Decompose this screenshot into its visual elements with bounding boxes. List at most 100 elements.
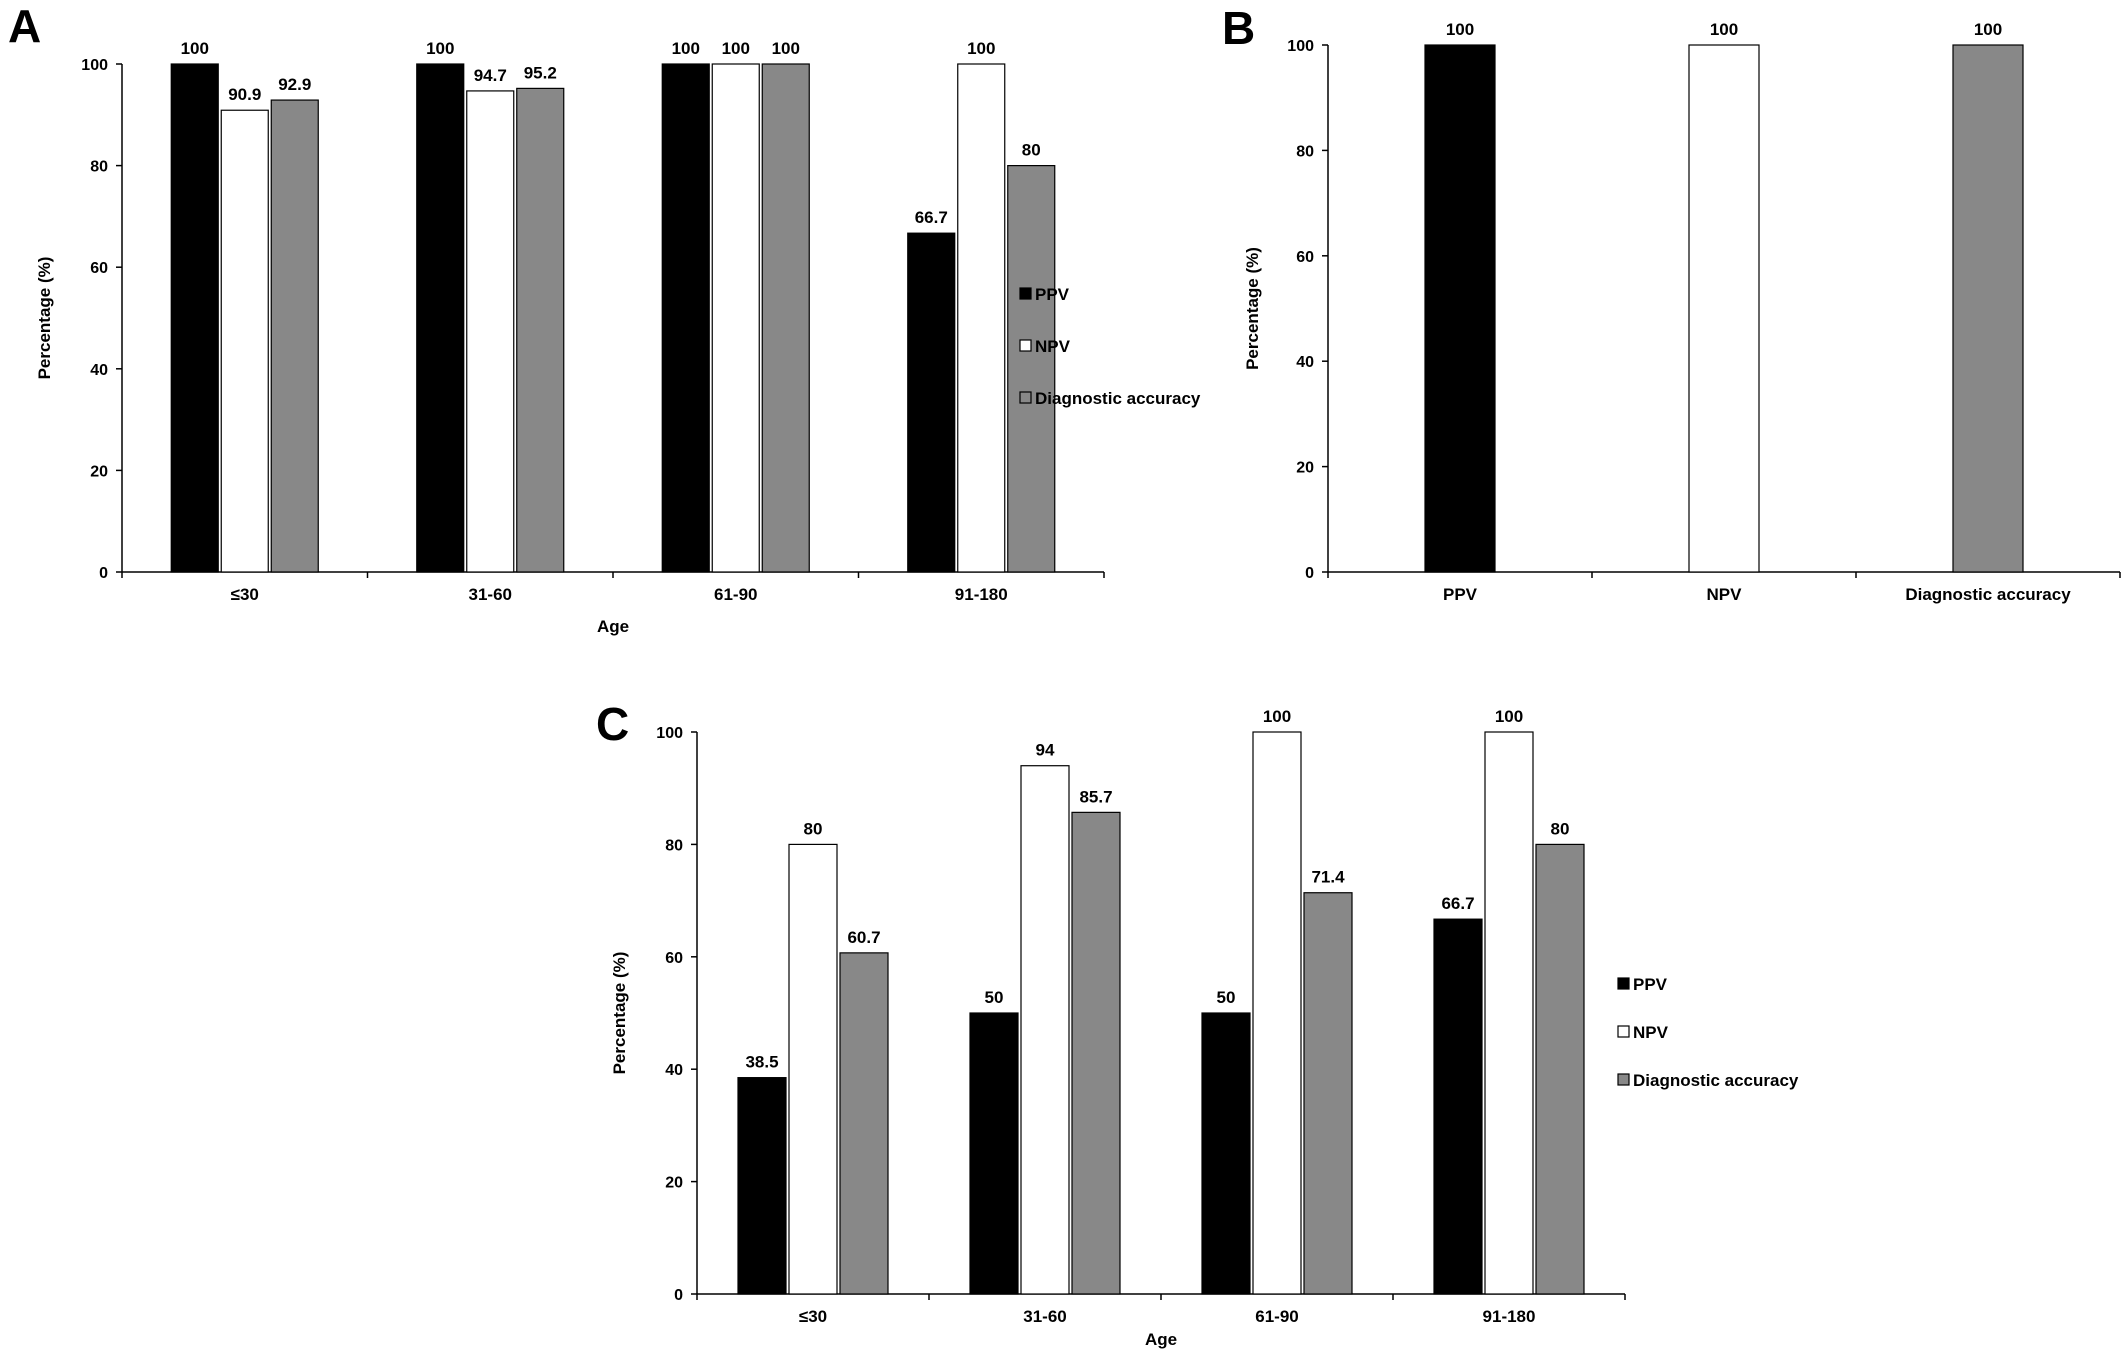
y-tick-label: 0 bbox=[1305, 565, 1314, 582]
legend-swatch bbox=[1019, 339, 1032, 352]
x-tick-label: NPV bbox=[1707, 585, 1743, 604]
bar bbox=[1424, 44, 1496, 573]
data-label: 100 bbox=[772, 39, 800, 58]
legend-label: NPV bbox=[1035, 337, 1071, 356]
bar bbox=[788, 843, 838, 1295]
x-tick-label: ≤30 bbox=[799, 1307, 827, 1326]
data-label: 100 bbox=[967, 39, 995, 58]
x-tick-label: 61-90 bbox=[1255, 1307, 1298, 1326]
panel-letter: B bbox=[1222, 2, 1255, 54]
bar bbox=[1201, 1012, 1251, 1295]
legend-swatch bbox=[1019, 391, 1032, 404]
x-tick-label: ≤30 bbox=[231, 585, 259, 604]
data-label: 100 bbox=[1495, 707, 1523, 726]
y-tick-label: 60 bbox=[90, 260, 108, 277]
bar bbox=[170, 63, 219, 573]
y-tick-label: 40 bbox=[1296, 354, 1314, 371]
bar bbox=[270, 99, 319, 573]
x-tick-label: 31-60 bbox=[469, 585, 512, 604]
data-label: 50 bbox=[985, 988, 1004, 1007]
bar bbox=[1303, 892, 1353, 1295]
bar bbox=[1484, 731, 1534, 1295]
bar bbox=[737, 1077, 787, 1295]
y-axis-label: Percentage (%) bbox=[1243, 247, 1262, 370]
chart-panel-a: A 0 20 40 60 80 100 ≤30 31-60 61-90 91-180 Percenta… bbox=[8, 0, 1201, 636]
bar bbox=[1688, 44, 1760, 573]
legend-label: NPV bbox=[1633, 1023, 1669, 1042]
y-tick-label: 40 bbox=[665, 1062, 683, 1079]
bar bbox=[761, 63, 810, 573]
bar bbox=[1020, 765, 1070, 1295]
y-axis-label: Percentage (%) bbox=[610, 952, 629, 1075]
bar bbox=[1433, 918, 1483, 1295]
legend-swatch bbox=[1019, 287, 1032, 300]
bar bbox=[661, 63, 710, 573]
data-label: 80 bbox=[1551, 819, 1570, 838]
data-label: 38.5 bbox=[745, 1053, 778, 1072]
y-tick-label: 80 bbox=[1296, 143, 1314, 160]
data-label: 100 bbox=[672, 39, 700, 58]
x-tick-label: 91-180 bbox=[955, 585, 1008, 604]
data-label: 66.7 bbox=[1441, 894, 1474, 913]
y-tick-label: 20 bbox=[1296, 460, 1314, 477]
x-axis-label: Age bbox=[597, 617, 629, 636]
bar bbox=[466, 90, 515, 573]
y-tick-label: 60 bbox=[1296, 249, 1314, 266]
y-tick-label: 0 bbox=[674, 1287, 683, 1304]
x-tick-label: 31-60 bbox=[1023, 1307, 1066, 1326]
data-label: 95.2 bbox=[524, 63, 557, 82]
bar bbox=[220, 109, 269, 573]
legend-label: Diagnostic accuracy bbox=[1035, 389, 1201, 408]
chart-panel-c: C 0 20 40 60 80 100 ≤30 31-60 61-90 91-180 Percenta… bbox=[596, 698, 1799, 1349]
x-tick-label: 61-90 bbox=[714, 585, 757, 604]
data-label: 80 bbox=[1022, 141, 1041, 160]
data-label: 94.7 bbox=[474, 66, 507, 85]
data-label: 94 bbox=[1036, 741, 1055, 760]
legend-label: PPV bbox=[1633, 975, 1668, 994]
data-label: 100 bbox=[1710, 20, 1738, 39]
y-tick-label: 100 bbox=[656, 725, 683, 742]
legend-swatch bbox=[1617, 977, 1630, 990]
x-axis-label: Age bbox=[1145, 1330, 1177, 1349]
legend-swatch bbox=[1617, 1073, 1630, 1086]
data-label: 80 bbox=[804, 819, 823, 838]
y-axis-label: Percentage (%) bbox=[35, 257, 54, 380]
legend-label: PPV bbox=[1035, 285, 1070, 304]
data-label: 100 bbox=[722, 39, 750, 58]
data-label: 100 bbox=[1446, 20, 1474, 39]
data-label: 100 bbox=[1974, 20, 2002, 39]
x-tick-label: PPV bbox=[1443, 585, 1478, 604]
data-label: 85.7 bbox=[1079, 787, 1112, 806]
data-label: 92.9 bbox=[278, 75, 311, 94]
bar bbox=[711, 63, 760, 573]
data-label: 90.9 bbox=[228, 85, 261, 104]
bar bbox=[969, 1012, 1019, 1295]
x-tick-label: Diagnostic accuracy bbox=[1905, 585, 2071, 604]
y-tick-label: 0 bbox=[99, 565, 108, 582]
data-label: 71.4 bbox=[1311, 868, 1345, 887]
y-tick-label: 20 bbox=[90, 463, 108, 480]
bar bbox=[1252, 731, 1302, 1295]
bar bbox=[516, 87, 565, 573]
y-tick-label: 80 bbox=[90, 159, 108, 176]
legend-swatch bbox=[1617, 1025, 1630, 1038]
data-label: 100 bbox=[426, 39, 454, 58]
bar bbox=[416, 63, 465, 573]
bar bbox=[1071, 811, 1121, 1295]
bar bbox=[957, 63, 1006, 573]
bar bbox=[907, 232, 956, 573]
y-tick-label: 40 bbox=[90, 362, 108, 379]
data-label: 100 bbox=[1263, 707, 1291, 726]
y-tick-label: 100 bbox=[1287, 38, 1314, 55]
data-label: 100 bbox=[181, 39, 209, 58]
y-tick-label: 100 bbox=[81, 57, 108, 74]
y-tick-label: 60 bbox=[665, 950, 683, 967]
legend-label: Diagnostic accuracy bbox=[1633, 1071, 1799, 1090]
panel-letter: A bbox=[8, 0, 41, 52]
bar bbox=[839, 952, 889, 1295]
x-tick-label: 91-180 bbox=[1483, 1307, 1536, 1326]
chart-panel-b: B 0 20 40 60 80 100 PPV NPV Diagnostic accuracy Pe… bbox=[1222, 2, 2121, 604]
y-tick-label: 80 bbox=[665, 837, 683, 854]
data-label: 66.7 bbox=[915, 208, 948, 227]
